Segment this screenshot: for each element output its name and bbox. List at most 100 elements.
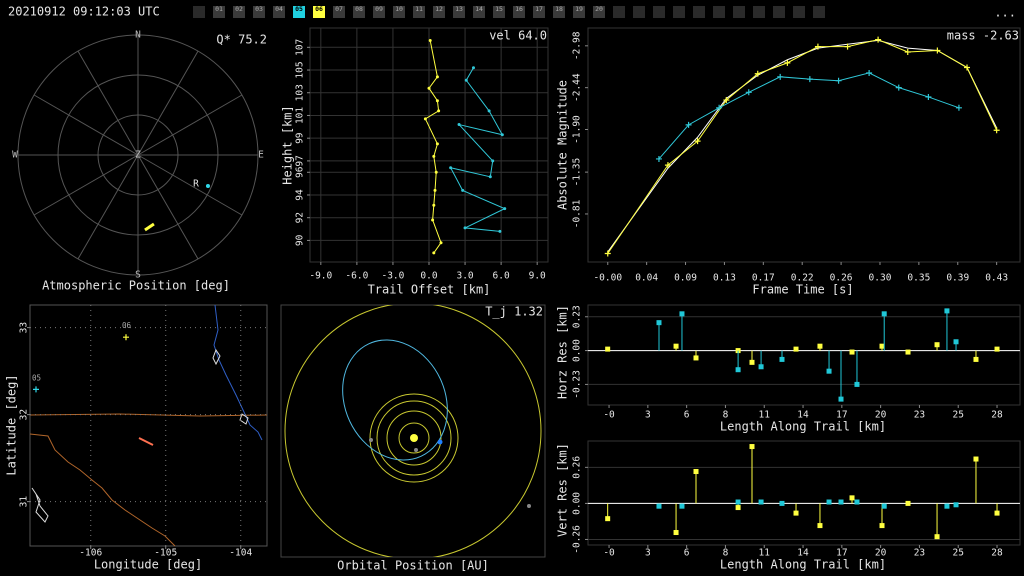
- x-tick-label: 0.0: [420, 271, 437, 282]
- marker: [806, 76, 813, 83]
- camera-box[interactable]: [573, 6, 585, 18]
- x-tick-label: 6.0: [493, 271, 510, 282]
- trail: [144, 222, 155, 232]
- camera-box[interactable]: [453, 6, 465, 18]
- x-tick-label: -104: [229, 548, 252, 559]
- stem-marker: [749, 359, 755, 365]
- camera-box[interactable]: [273, 6, 285, 18]
- x-axis-label: Longitude [deg]: [94, 558, 202, 572]
- x-tick-label: -0: [603, 410, 615, 421]
- y-tick-label: 0.00: [572, 492, 583, 515]
- x-tick-label: 17: [836, 548, 847, 559]
- camera-box: [793, 6, 805, 18]
- polar-spoke: [137, 50, 199, 156]
- x-tick-label: 28: [991, 548, 1003, 559]
- y-axis-label: Horz Res [km]: [556, 305, 570, 399]
- plot-area: [587, 27, 1021, 263]
- camera-label: 08: [355, 5, 363, 13]
- camera-box[interactable]: [593, 6, 605, 18]
- x-tick-label: 0.35: [907, 273, 930, 284]
- camera-box[interactable]: [393, 6, 405, 18]
- camera-box[interactable]: [413, 6, 425, 18]
- camera-box[interactable]: [533, 6, 545, 18]
- x-tick-label: 0.43: [985, 273, 1008, 284]
- camera-box[interactable]: [513, 6, 525, 18]
- camera-box[interactable]: [553, 6, 565, 18]
- camera-box[interactable]: [313, 6, 325, 18]
- x-tick-label: 0.22: [791, 273, 814, 284]
- stem-marker: [881, 311, 887, 317]
- y-tick-label: 94: [295, 189, 306, 201]
- stem-marker: [693, 469, 699, 475]
- camera-box[interactable]: [433, 6, 445, 18]
- x-tick-label: 8: [723, 410, 729, 421]
- camera-box[interactable]: [293, 6, 305, 18]
- point: [205, 184, 210, 189]
- x-tick-label: -106: [79, 548, 102, 559]
- camera-box[interactable]: [213, 6, 225, 18]
- marker: [433, 188, 437, 192]
- camera-box[interactable]: [373, 6, 385, 18]
- marker: [428, 38, 432, 42]
- x-tick-label: 6: [684, 548, 690, 559]
- x-tick-label: 23: [914, 548, 925, 559]
- camera-box[interactable]: [473, 6, 485, 18]
- camera-label: 02: [235, 5, 243, 13]
- x-tick-label: -0: [603, 548, 615, 559]
- planet: [527, 504, 531, 508]
- camera-box[interactable]: [333, 6, 345, 18]
- camera-box: [733, 6, 745, 18]
- point-label: 05: [32, 373, 41, 382]
- y-tick-label: -1.35: [572, 158, 583, 187]
- y-axis-label: Height [km]: [281, 105, 295, 184]
- x-tick-label: -9.0: [309, 271, 332, 282]
- x-axis-label: Atmospheric Position [deg]: [42, 279, 230, 293]
- x-tick-label: -3.0: [381, 271, 404, 282]
- marker: [754, 70, 761, 77]
- polar-spoke: [137, 154, 243, 216]
- marker: [685, 121, 692, 128]
- x-tick-label: 20: [875, 410, 887, 421]
- stem-marker: [735, 505, 741, 511]
- marker: [432, 203, 436, 207]
- earth: [437, 439, 443, 445]
- coast: [31, 348, 249, 523]
- camera-box[interactable]: [233, 6, 245, 18]
- camera-label: 09: [375, 5, 383, 13]
- marker: [464, 78, 468, 82]
- camera-box: [693, 6, 705, 18]
- stem-marker: [953, 339, 959, 345]
- camera-box[interactable]: [353, 6, 365, 18]
- camera-box[interactable]: [253, 6, 265, 18]
- y-tick-label: 105: [295, 61, 306, 78]
- plot-area: [587, 304, 1021, 406]
- camera-label: 12: [435, 5, 443, 13]
- x-tick-label: 6: [684, 410, 690, 421]
- y-tick-label: 31: [19, 496, 30, 508]
- camera-box: [613, 6, 625, 18]
- stem-marker: [849, 349, 855, 355]
- stem-marker: [779, 500, 785, 506]
- stem-marker: [656, 320, 662, 326]
- menu-button[interactable]: ...: [994, 6, 1016, 20]
- stem-marker: [826, 499, 832, 505]
- marker: [33, 386, 39, 393]
- meteoroid-orbit: [342, 339, 448, 461]
- timestamp: 20210912 09:12:03 UTC: [8, 5, 160, 19]
- x-axis-label: Length Along Trail [km]: [720, 420, 886, 434]
- annotation: T_j 1.32: [485, 305, 543, 319]
- marker: [488, 175, 492, 179]
- x-tick-label: 11: [759, 410, 771, 421]
- camera-box: [753, 6, 765, 18]
- y-tick-label: 90: [295, 234, 306, 246]
- stem-marker: [973, 356, 979, 362]
- x-tick-label: 3.0: [456, 271, 473, 282]
- stem-marker: [838, 499, 844, 505]
- x-tick-label: 0.26: [830, 273, 853, 284]
- x-axis-label: Orbital Position [AU]: [337, 559, 489, 573]
- x-tick-label: 0.09: [674, 273, 697, 284]
- camera-box[interactable]: [493, 6, 505, 18]
- stem-marker: [817, 343, 823, 349]
- x-tick-label: 23: [914, 410, 925, 421]
